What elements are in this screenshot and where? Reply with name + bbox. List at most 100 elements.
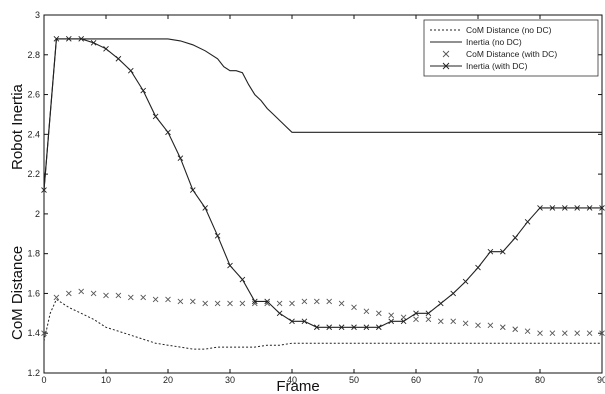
y-tick-label: 2.4 xyxy=(27,129,40,139)
y-tick-label: 2.2 xyxy=(27,169,40,179)
series-com-distance-with-dc xyxy=(41,288,605,337)
data-point-com-distance-with-dc xyxy=(214,300,221,307)
legend-swatch-inertia-with-dc-marker xyxy=(442,62,450,70)
data-point-com-distance-with-dc xyxy=(363,308,370,315)
data-point-inertia-with-dc xyxy=(289,318,295,325)
data-point-inertia-with-dc xyxy=(53,36,60,42)
data-point-com-distance-with-dc xyxy=(227,300,233,307)
data-point-com-distance-with-dc xyxy=(53,294,60,301)
data-point-inertia-with-dc xyxy=(413,310,419,317)
data-point-com-distance-with-dc xyxy=(189,298,196,305)
data-point-inertia-with-dc xyxy=(127,67,134,74)
x-tick-label: 70 xyxy=(473,375,483,385)
data-point-com-distance-with-dc xyxy=(177,298,184,305)
data-point-inertia-with-dc xyxy=(239,276,246,283)
data-point-inertia-with-dc xyxy=(400,318,407,325)
data-point-com-distance-with-dc xyxy=(65,290,72,297)
legend-label-inertia-no-dc: Inertia (no DC) xyxy=(466,37,522,47)
data-point-inertia-with-dc xyxy=(264,298,271,305)
series-inertia-with-dc xyxy=(41,36,605,331)
x-tick-label: 80 xyxy=(535,375,545,385)
data-point-com-distance-with-dc xyxy=(127,294,134,301)
x-tick-label: 0 xyxy=(41,375,46,385)
data-point-inertia-with-dc xyxy=(574,205,581,211)
data-point-inertia-with-dc xyxy=(41,187,47,193)
legend-label-com-with-dc: CoM Distance (with DC) xyxy=(466,49,557,59)
data-point-com-distance-with-dc xyxy=(140,294,147,301)
legend-box xyxy=(423,19,599,77)
data-point-com-distance-with-dc xyxy=(165,296,171,303)
data-point-inertia-with-dc xyxy=(351,324,357,331)
data-point-inertia-with-dc xyxy=(301,318,308,325)
data-point-inertia-with-dc xyxy=(214,232,221,239)
x-tick-label: 40 xyxy=(287,375,297,385)
x-tick-label: 10 xyxy=(101,375,111,385)
data-point-com-distance-with-dc xyxy=(512,326,519,333)
data-point-inertia-with-dc xyxy=(388,318,395,325)
data-point-inertia-with-dc xyxy=(189,187,196,193)
x-tick-label: 50 xyxy=(349,375,359,385)
data-point-inertia-with-dc xyxy=(462,278,469,285)
data-point-inertia-with-dc xyxy=(475,264,481,271)
legend: CoM Distance (no DC) Inertia (no DC) CoM… xyxy=(423,19,599,77)
data-point-com-distance-with-dc xyxy=(375,310,382,317)
data-point-com-distance-with-dc xyxy=(239,300,246,307)
data-point-inertia-with-dc xyxy=(375,324,382,331)
data-point-com-distance-with-dc xyxy=(326,298,333,305)
data-point-com-distance-with-dc xyxy=(289,300,295,307)
data-point-com-distance-with-dc xyxy=(103,292,109,299)
data-point-inertia-with-dc xyxy=(90,40,97,46)
data-point-inertia-with-dc xyxy=(276,310,283,317)
y-tick-label: 1.2 xyxy=(27,368,40,378)
series-group xyxy=(41,36,605,350)
y-tick-label: 1.6 xyxy=(27,288,40,298)
ticks-group: 0 10 20 30 40 50 60 70 80 90 1.2 1.4 1.6 1.8 2 2.2 2.4 2.… xyxy=(27,10,605,385)
data-point-inertia-with-dc xyxy=(586,205,593,211)
data-point-inertia-with-dc xyxy=(537,205,543,211)
data-point-com-distance-with-dc xyxy=(450,318,457,325)
data-point-com-distance-with-dc xyxy=(487,322,494,329)
data-point-inertia-with-dc xyxy=(115,55,122,62)
data-point-inertia-with-dc xyxy=(487,248,494,255)
data-point-inertia-with-dc xyxy=(177,155,184,162)
data-point-inertia-with-dc xyxy=(549,205,556,211)
data-point-com-distance-with-dc xyxy=(78,288,85,295)
data-point-inertia-with-dc xyxy=(326,324,333,331)
series-line-inertia-no-dc xyxy=(43,38,602,191)
y-axis-title-com-distance: CoM Distance xyxy=(9,246,26,340)
data-point-inertia-with-dc xyxy=(524,219,531,225)
legend-swatch-com-with-dc xyxy=(442,50,450,58)
data-point-inertia-with-dc xyxy=(499,248,506,255)
data-point-com-distance-with-dc xyxy=(115,292,122,299)
data-point-inertia-with-dc xyxy=(363,324,370,331)
data-point-inertia-with-dc xyxy=(165,129,171,136)
data-point-inertia-with-dc xyxy=(450,290,457,297)
data-point-com-distance-with-dc xyxy=(561,330,568,337)
legend-label-com-no-dc: CoM Distance (no DC) xyxy=(466,25,552,35)
data-point-inertia-with-dc xyxy=(103,45,109,52)
y-tick-label: 2.6 xyxy=(27,90,40,100)
data-point-com-distance-with-dc xyxy=(586,330,593,337)
data-point-inertia-with-dc xyxy=(338,324,345,331)
data-point-com-distance-with-dc xyxy=(537,330,543,337)
data-point-inertia-with-dc xyxy=(512,234,519,241)
x-tick-label: 30 xyxy=(225,375,235,385)
data-point-inertia-with-dc xyxy=(599,205,605,211)
data-point-inertia-with-dc xyxy=(227,262,233,269)
data-point-com-distance-with-dc xyxy=(313,298,320,305)
data-point-com-distance-with-dc xyxy=(475,322,481,329)
y-tick-label: 1.4 xyxy=(27,328,40,338)
data-point-com-distance-with-dc xyxy=(549,330,556,337)
data-point-com-distance-with-dc xyxy=(351,304,357,311)
data-point-com-distance-with-dc xyxy=(574,330,581,337)
data-point-com-distance-with-dc xyxy=(437,318,444,325)
y-tick-label: 3 xyxy=(35,10,40,20)
y-axis-title-inertia: Robot Inertia xyxy=(9,83,26,170)
data-point-com-distance-with-dc xyxy=(425,316,432,323)
data-point-com-distance-with-dc xyxy=(338,300,345,307)
data-point-com-distance-with-dc xyxy=(90,290,97,297)
x-axis-title: Frame xyxy=(276,378,319,394)
data-point-inertia-with-dc xyxy=(140,87,147,94)
data-point-inertia-with-dc xyxy=(65,36,72,42)
y-tick-label: 2.8 xyxy=(27,50,40,60)
